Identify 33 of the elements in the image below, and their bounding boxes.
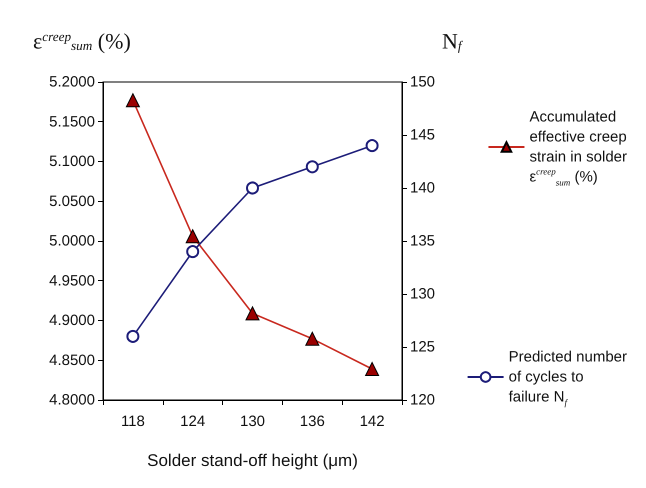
y-tick-label: 4.9500: [49, 272, 95, 290]
x-tick-label: 124: [180, 413, 206, 430]
y2-tick-label: 130: [410, 286, 436, 302]
x-tick-label: 130: [240, 413, 266, 430]
y-tick-label: 5.1500: [49, 113, 95, 130]
y-tick-label: 4.9000: [49, 312, 95, 329]
x-tick-label: 118: [120, 413, 145, 430]
y2-tick-label: 120: [410, 392, 436, 408]
point: [126, 93, 140, 108]
x-tick-label: 136: [300, 413, 325, 430]
y-tick-label: 4.8500: [49, 352, 95, 369]
x-axis-title: Solder stand-off height (μm): [147, 451, 358, 470]
point: [246, 182, 259, 194]
y-tick-label: 5.1000: [49, 153, 95, 170]
y2-tick-label: 145: [410, 126, 436, 144]
y2-tick-label: 140: [410, 180, 436, 196]
point: [126, 330, 140, 343]
point: [366, 139, 379, 152]
x-tick-label: 142: [360, 413, 385, 430]
y2-tick-label: 125: [410, 338, 436, 356]
y2-tick-label: 150: [410, 74, 436, 90]
point: [186, 229, 200, 244]
y2-tick-label: 135: [410, 232, 436, 250]
y-tick-label: 5.0000: [49, 232, 95, 250]
point: [365, 362, 380, 376]
y2-axis-title: Nf: [442, 28, 464, 54]
y-tick-label: 4.8000: [49, 392, 95, 408]
point: [186, 245, 200, 258]
y-tick-label: 5.0500: [49, 192, 95, 210]
point: [246, 306, 260, 320]
point: [305, 332, 320, 346]
point: [306, 160, 319, 174]
y-tick-label: 5.2000: [49, 74, 95, 90]
